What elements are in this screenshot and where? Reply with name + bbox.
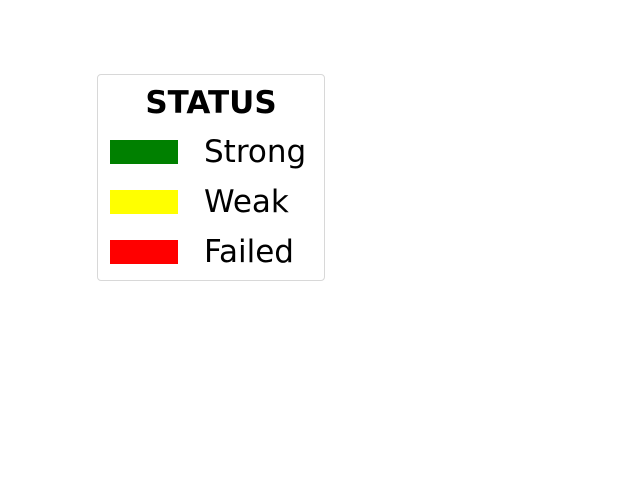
strong-color-swatch <box>110 140 178 164</box>
failed-color-swatch <box>110 240 178 264</box>
legend-item-strong: Strong <box>110 135 320 169</box>
weak-color-swatch <box>110 190 178 214</box>
status-legend: STATUS Strong Weak Failed <box>97 74 325 281</box>
legend-title: STATUS <box>145 85 277 121</box>
legend-item-label: Strong <box>204 134 307 170</box>
legend-item-failed: Failed <box>110 235 320 269</box>
legend-item-label: Failed <box>204 234 294 270</box>
legend-item-label: Weak <box>204 184 289 220</box>
legend-item-weak: Weak <box>110 185 320 219</box>
